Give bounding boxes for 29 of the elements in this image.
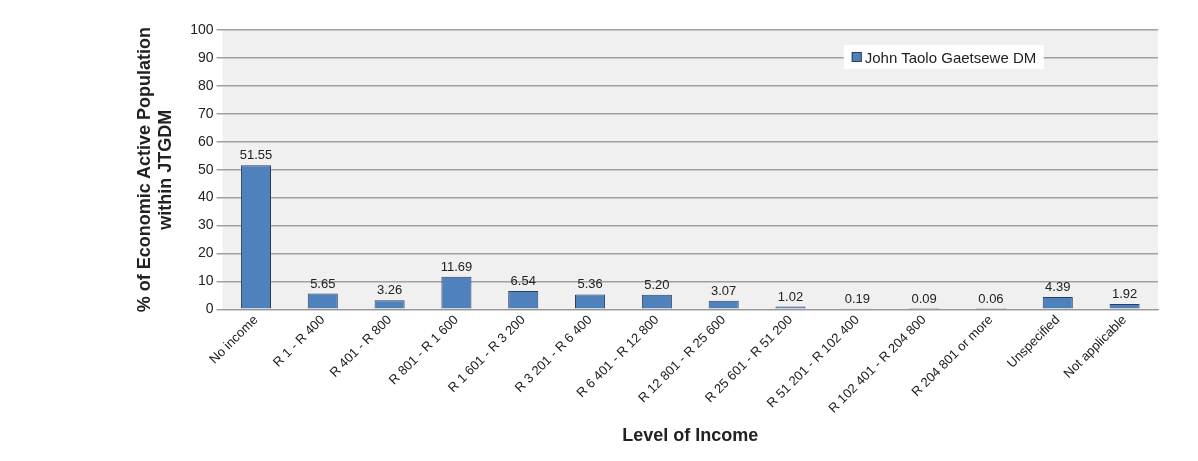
- y-tick-label: 60: [197, 132, 214, 149]
- y-tick-label: 90: [197, 48, 214, 65]
- y-tick-label: 40: [197, 188, 214, 205]
- y-tick-label: 50: [197, 160, 214, 177]
- data-label: 5.20: [644, 276, 670, 292]
- y-tick-label: 100: [190, 20, 214, 37]
- y-tick-label: 30: [197, 216, 214, 233]
- legend-label: John Taolo Gaetsewe DM: [864, 48, 1037, 66]
- x-axis-title: Level of Income: [622, 425, 759, 446]
- data-label: 51.55: [239, 147, 273, 163]
- data-label: 0.06: [978, 291, 1004, 307]
- data-label: 1.92: [1111, 286, 1138, 302]
- y-axis-title: % of Economic Active Population within JTGDM: [133, 26, 176, 313]
- y-tick-label: 80: [197, 76, 214, 93]
- data-label: 6.54: [510, 273, 536, 289]
- data-label: 3.26: [376, 282, 403, 298]
- y-tick-label: 10: [197, 272, 214, 289]
- data-label: 3.07: [711, 282, 737, 298]
- y-tick-label: 20: [197, 244, 214, 261]
- y-tick-label: 0: [205, 300, 214, 317]
- x-tick-label: R 1 - R 400: [269, 311, 328, 370]
- data-label: 5.36: [577, 276, 603, 292]
- data-label: 4.39: [1045, 279, 1071, 295]
- data-label: 0.09: [911, 291, 937, 307]
- y-tick-label: 70: [197, 104, 214, 121]
- data-label: 0.19: [844, 290, 870, 306]
- data-label: 5.65: [310, 275, 336, 291]
- data-label: 11.69: [440, 258, 473, 274]
- data-label: 1.02: [777, 288, 804, 304]
